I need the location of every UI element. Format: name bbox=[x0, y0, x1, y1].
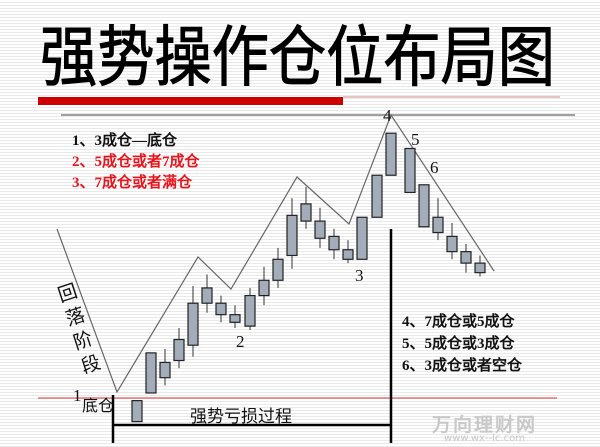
loss-range-label: 强势亏损过程 bbox=[190, 407, 292, 426]
watermark-url: www.wx--lc.com bbox=[444, 433, 525, 444]
candle-body bbox=[131, 400, 143, 423]
candle-body bbox=[404, 147, 416, 194]
point-label-2: 2 bbox=[236, 332, 245, 351]
point-label-6: 6 bbox=[430, 158, 439, 177]
watermark: 万向理财网 www.wx--lc.com bbox=[432, 410, 537, 444]
watermark-name: 万向理财网 bbox=[432, 414, 538, 436]
legend-bottom: 4、7成仓或5成仓 5、5成仓或3成仓 6、3成仓或者空仓 bbox=[402, 311, 522, 377]
point-label-4: 4 bbox=[383, 106, 392, 125]
candle-body bbox=[474, 262, 486, 274]
candle-body bbox=[418, 184, 430, 228]
candle-body bbox=[272, 258, 284, 281]
candle-body bbox=[385, 132, 397, 176]
candle-body bbox=[460, 251, 472, 264]
candle-body bbox=[244, 294, 256, 327]
legend-item-6: 6、3成仓或者空仓 bbox=[402, 358, 523, 374]
page-title: 强势操作仓位布局图 bbox=[40, 19, 555, 96]
candle-body bbox=[371, 174, 383, 218]
candle-body bbox=[286, 214, 298, 257]
candle-body bbox=[173, 338, 185, 362]
point-label-5: 5 bbox=[411, 130, 420, 149]
candle-body bbox=[215, 302, 227, 316]
candle-body bbox=[145, 352, 157, 394]
candle-body bbox=[446, 235, 458, 253]
candle-body bbox=[328, 235, 340, 251]
candle-body bbox=[201, 287, 213, 304]
legend-item-4: 4、7成仓或5成仓 bbox=[402, 314, 515, 330]
legend-item-3: 3、7成仓或者满仓 bbox=[72, 175, 193, 191]
point-label-1: 1 bbox=[73, 386, 82, 405]
candle-body bbox=[432, 216, 444, 234]
legend-item-5: 5、5成仓或3成仓 bbox=[402, 336, 515, 352]
candle-body bbox=[300, 203, 312, 222]
base-position-label: 底仓 bbox=[82, 398, 115, 415]
candle-body bbox=[314, 220, 326, 239]
legend-item-2: 2、5成仓或者7成仓 bbox=[72, 154, 200, 170]
legend-item-1: 1、3成仓—底仓 bbox=[72, 133, 178, 149]
point-label-3: 3 bbox=[355, 266, 364, 285]
candle-body bbox=[159, 361, 171, 379]
candle-body bbox=[229, 314, 241, 323]
candle-body bbox=[187, 302, 199, 346]
legend-top: 1、3成仓—底仓 2、5成仓或者7成仓 3、7成仓或者满仓 bbox=[72, 131, 200, 194]
trend-zigzag-line bbox=[56, 113, 495, 394]
candles-group bbox=[131, 132, 486, 423]
candle-body bbox=[342, 249, 354, 260]
candle-body bbox=[356, 216, 368, 260]
title-red-bar bbox=[38, 97, 343, 105]
candle-body bbox=[258, 279, 270, 297]
